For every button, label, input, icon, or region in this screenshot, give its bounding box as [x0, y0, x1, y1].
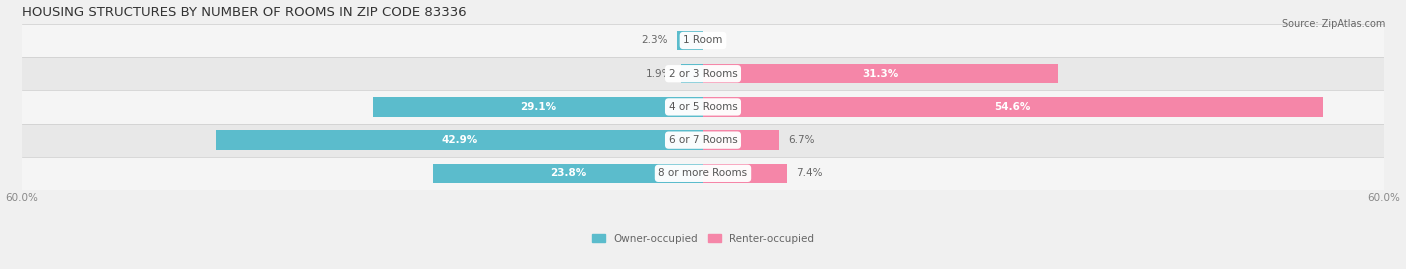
Text: 6 or 7 Rooms: 6 or 7 Rooms: [669, 135, 737, 145]
Legend: Owner-occupied, Renter-occupied: Owner-occupied, Renter-occupied: [588, 229, 818, 248]
Text: 1 Room: 1 Room: [683, 36, 723, 45]
Text: 2 or 3 Rooms: 2 or 3 Rooms: [669, 69, 737, 79]
Bar: [22, 123, 1384, 157]
Text: HOUSING STRUCTURES BY NUMBER OF ROOMS IN ZIP CODE 83336: HOUSING STRUCTURES BY NUMBER OF ROOMS IN…: [22, 6, 467, 19]
Bar: [22, 24, 1384, 57]
Text: 42.9%: 42.9%: [441, 135, 478, 145]
Text: 31.3%: 31.3%: [862, 69, 898, 79]
Text: Source: ZipAtlas.com: Source: ZipAtlas.com: [1281, 19, 1385, 29]
Bar: [703, 130, 779, 150]
Text: 8 or more Rooms: 8 or more Rooms: [658, 168, 748, 178]
Text: 1.9%: 1.9%: [645, 69, 672, 79]
Text: 7.4%: 7.4%: [796, 168, 823, 178]
Bar: [703, 64, 1059, 83]
Text: 2.3%: 2.3%: [641, 36, 668, 45]
Bar: [676, 31, 703, 50]
Bar: [22, 157, 1384, 190]
Text: 23.8%: 23.8%: [550, 168, 586, 178]
Bar: [217, 130, 703, 150]
Bar: [373, 97, 703, 116]
Bar: [22, 57, 1384, 90]
Bar: [682, 64, 703, 83]
Bar: [703, 97, 1323, 116]
Bar: [22, 90, 1384, 123]
Bar: [433, 164, 703, 183]
Text: 29.1%: 29.1%: [520, 102, 555, 112]
Text: 6.7%: 6.7%: [789, 135, 814, 145]
Bar: [703, 164, 787, 183]
Text: 54.6%: 54.6%: [994, 102, 1031, 112]
Text: 4 or 5 Rooms: 4 or 5 Rooms: [669, 102, 737, 112]
